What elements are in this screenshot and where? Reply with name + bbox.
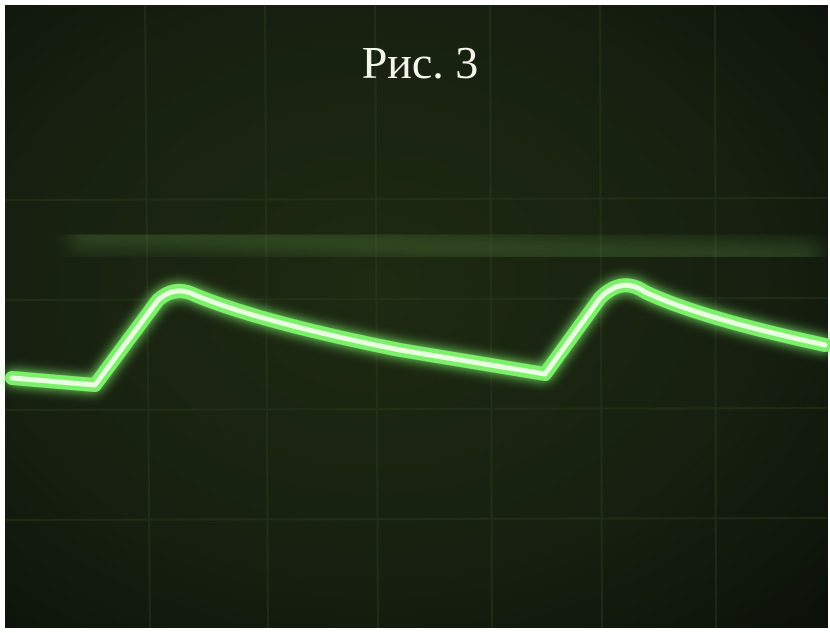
oscilloscope-photo: Рис. 3	[0, 0, 830, 633]
caption: Рис. 3	[362, 37, 479, 88]
